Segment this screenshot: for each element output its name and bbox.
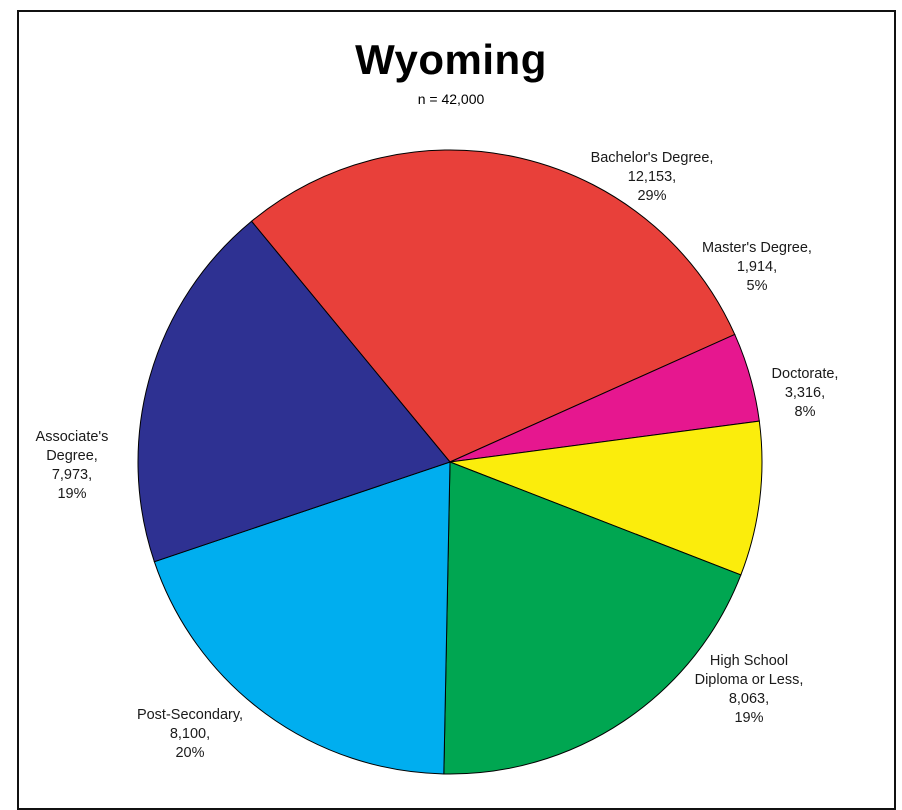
slice-label-high-school-diploma-or-less: High School Diploma or Less, 8,063, 19% [695, 653, 804, 726]
slice-label-line: Post-Secondary, [137, 707, 243, 723]
slice-label-line: 7,973, [52, 467, 92, 483]
slice-label-line: 5% [747, 278, 768, 294]
chart-subtitle: n = 42,000 [417, 91, 485, 107]
slice-label-line: Diploma or Less, [695, 672, 804, 688]
pie-slice-post-secondary [153, 461, 451, 775]
slice-label-line: 8% [795, 404, 816, 420]
slice-label-line: 19% [734, 710, 763, 726]
pie-slice-high-school-diploma-or-less [443, 461, 742, 775]
slice-label-line: Bachelor's Degree, [591, 150, 714, 166]
slice-label-line: Doctorate, [772, 366, 839, 382]
slice-label-line: Associate's [36, 429, 109, 445]
slice-label-line: 20% [175, 745, 204, 761]
pie-labels: Bachelor's Degree, 12,153, 29% Master's Deg… [36, 150, 839, 761]
pie-slice-associate-s-degree [137, 220, 451, 563]
slice-label-line: 19% [57, 486, 86, 502]
slice-label-line: Degree, [46, 448, 98, 464]
slice-label-line: High School [710, 653, 788, 669]
pie-slice-doctorate [449, 420, 763, 576]
slice-label-associate-s-degree: Associate's Degree, 7,973, 19% [36, 429, 109, 502]
pie-chart: Bachelor's Degree, 12,153, 29% Master's Deg… [36, 149, 839, 775]
slice-label-doctorate: Doctorate, 3,316, 8% [772, 366, 839, 420]
pie-slice-bachelor-s-degree [250, 149, 736, 463]
slice-label-line: 1,914, [737, 259, 777, 275]
slice-label-bachelor-s-degree: Bachelor's Degree, 12,153, 29% [591, 150, 714, 204]
slice-label-line: 29% [637, 188, 666, 204]
slice-label-line: 8,063, [729, 691, 769, 707]
slice-label-line: 8,100, [170, 726, 210, 742]
pie-slices [137, 149, 763, 775]
slice-label-line: 3,316, [785, 385, 825, 401]
slice-label-post-secondary: Post-Secondary, 8,100, 20% [137, 707, 243, 761]
slice-label-master-s-degree: Master's Degree, 1,914, 5% [702, 240, 812, 294]
chart-title: Wyoming [355, 36, 547, 83]
slice-label-line: 12,153, [628, 169, 676, 185]
slice-label-line: Master's Degree, [702, 240, 812, 256]
